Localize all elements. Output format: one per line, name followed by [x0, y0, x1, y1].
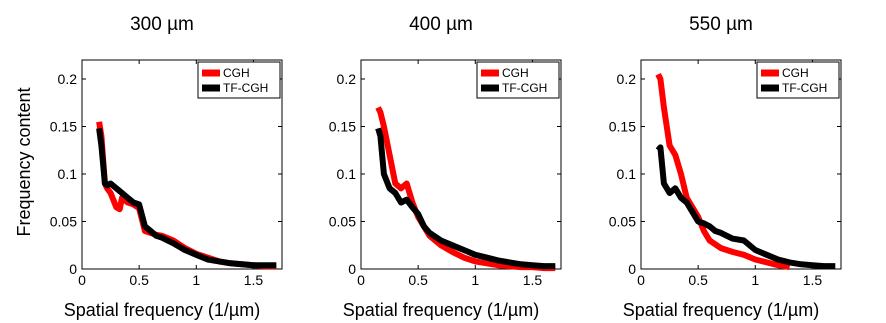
plot-frame: [81, 59, 283, 270]
y-tick-label: 0.05: [50, 214, 77, 230]
x-axis-label: Spatial frequency (1/µm): [623, 300, 819, 320]
legend-label: CGH: [223, 66, 250, 80]
legend-label: CGH: [502, 66, 529, 80]
series-line-cgh: [375, 106, 556, 272]
x-tick-label: 0: [78, 272, 86, 288]
y-tick-label: 0: [348, 261, 356, 277]
x-tick-label: 0.5: [688, 272, 708, 288]
y-tick-label: 0.1: [337, 166, 357, 182]
legend-label: CGH: [782, 66, 809, 80]
x-tick-label: 0: [637, 272, 645, 288]
y-tick-label: 0.15: [50, 119, 77, 135]
y-tick-label: 0.05: [609, 214, 636, 230]
legend-label: TF-CGH: [782, 81, 827, 95]
x-tick-label: 0.5: [129, 272, 149, 288]
series-line-tf-cgh: [655, 144, 836, 270]
y-tick-label: 0.15: [329, 119, 356, 135]
x-tick-label: 1.5: [523, 272, 543, 288]
series-line-tf-cgh: [96, 128, 277, 269]
y-tick-label: 0: [69, 261, 77, 277]
legend-box: [476, 61, 560, 99]
x-tick-label: 0: [357, 272, 365, 288]
x-axis-label: Spatial frequency (1/µm): [64, 300, 260, 320]
x-tick-label: 1: [192, 272, 200, 288]
y-axis-label: Frequency content: [14, 87, 34, 236]
chart-title: 300 µm: [130, 14, 194, 35]
y-tick-label: 0.1: [58, 166, 78, 182]
y-tick-label: 0.15: [609, 119, 636, 135]
legend-box: [756, 61, 840, 99]
y-tick-label: 0.2: [58, 71, 78, 87]
series-line-cgh: [655, 72, 791, 271]
chart-title: 550 µm: [689, 14, 753, 35]
x-tick-label: 1.5: [803, 272, 823, 288]
series-line-tf-cgh: [375, 127, 556, 270]
y-tick-label: 0.1: [617, 166, 637, 182]
y-tick-label: 0.2: [337, 71, 357, 87]
y-tick-label: 0.05: [329, 214, 356, 230]
chart-panel-3: 550 µm 0 0.05 0.1 0.15 0.2 0 0.5 1 1.5 Spatial fre…: [609, 14, 842, 320]
x-tick-label: 1: [471, 272, 479, 288]
legend-label: TF-CGH: [223, 81, 268, 95]
x-axis-label: Spatial frequency (1/µm): [343, 300, 539, 320]
chart-panel-1: 300 µm 0 0.05 0.1 0.15 0.2 0 0.5 1 1.5 Spatial fre…: [50, 14, 283, 320]
legend-box: [197, 61, 281, 99]
chart-title: 400 µm: [409, 14, 473, 35]
chart-panels: 300 µm 0 0.05 0.1 0.15 0.2 0 0.5 1 1.5 Spatial fre…: [50, 14, 842, 320]
plot-frame: [640, 59, 842, 270]
x-tick-label: 0.5: [408, 272, 428, 288]
chart-panel-2: 400 µm 0 0.05 0.1 0.15 0.2 0 0.5 1 1.5 Spatial fre…: [329, 14, 562, 320]
x-tick-label: 1.5: [244, 272, 264, 288]
plot-frame: [360, 59, 562, 270]
y-tick-label: 0: [628, 261, 636, 277]
x-tick-label: 1: [751, 272, 759, 288]
legend-label: TF-CGH: [502, 81, 547, 95]
y-tick-label: 0.2: [617, 71, 637, 87]
